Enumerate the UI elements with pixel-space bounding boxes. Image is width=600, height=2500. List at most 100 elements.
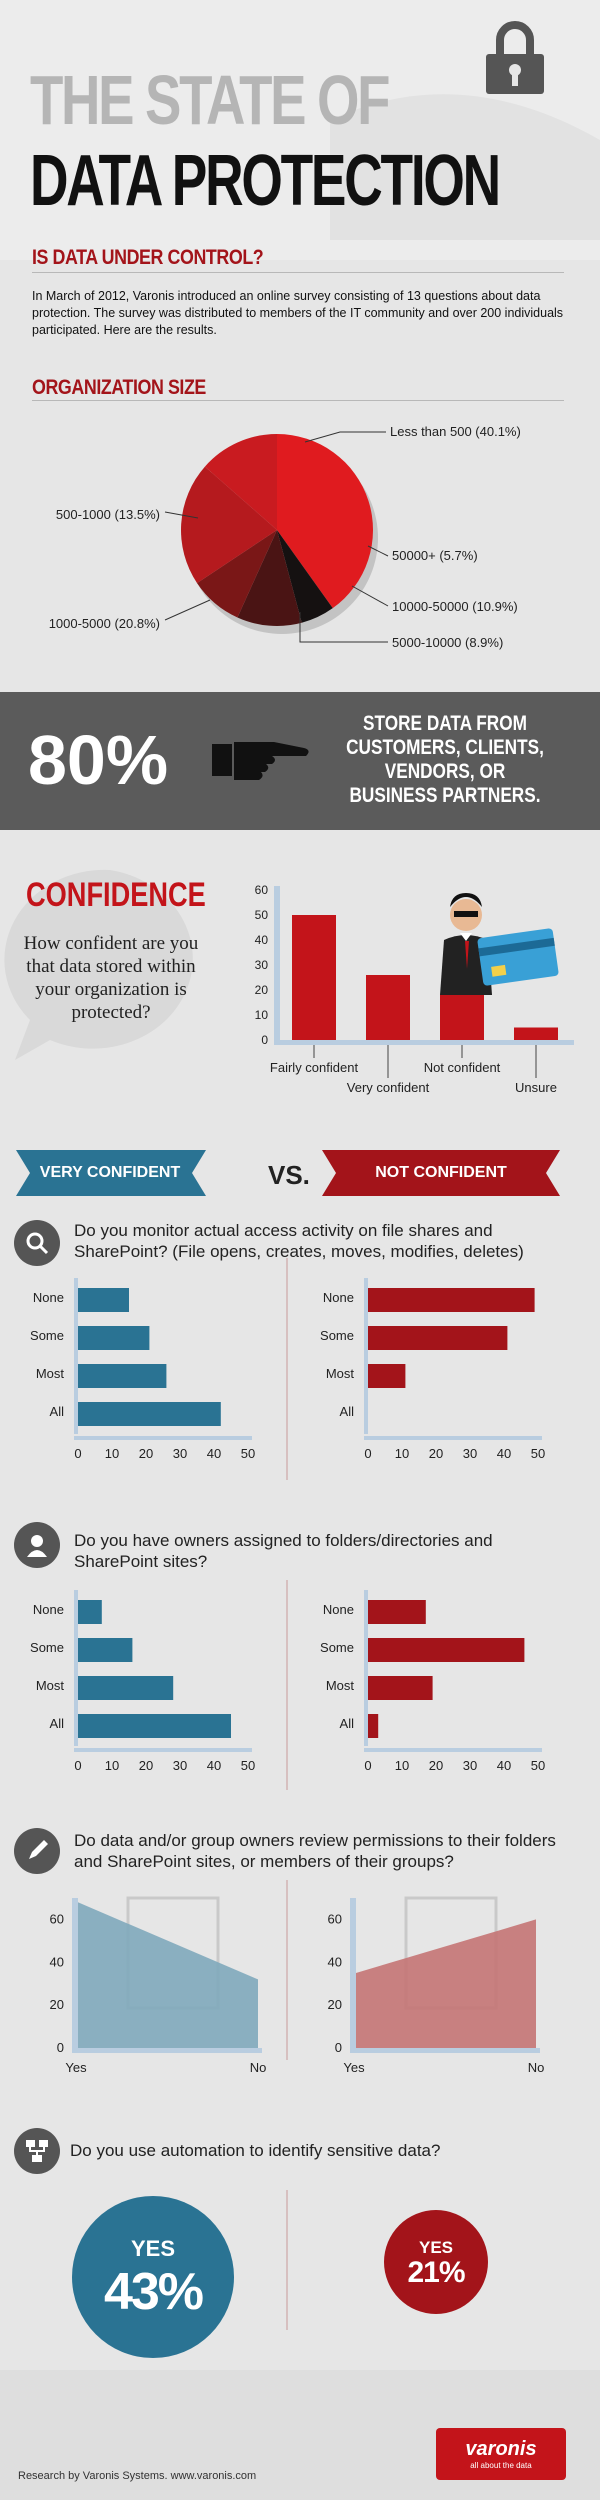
bar-category-label: None bbox=[323, 1290, 354, 1305]
y-tick-label: 30 bbox=[255, 958, 269, 972]
pie-leader-line bbox=[164, 511, 199, 519]
pie-leader-line bbox=[164, 599, 211, 621]
not-confident-ribbon bbox=[322, 1150, 560, 1196]
y-tick-label: 60 bbox=[50, 1911, 64, 1926]
x-category-label: Yes bbox=[343, 2060, 365, 2075]
user-owner-icon bbox=[14, 1522, 60, 1568]
pie-leader-line bbox=[299, 612, 388, 643]
very-confident-yes-circle bbox=[72, 2196, 234, 2358]
horizontal-bar bbox=[368, 1714, 379, 1738]
horizontal-bar bbox=[78, 1364, 167, 1388]
banner-text: STORE DATA FROM CUSTOMERS, CLIENTS, VEND… bbox=[346, 712, 544, 807]
horizontal-bar bbox=[78, 1638, 133, 1662]
x-tick-label: 20 bbox=[429, 1758, 443, 1773]
x-tick-label: 30 bbox=[463, 1446, 477, 1461]
banner-percent: 80% bbox=[28, 721, 169, 799]
y-axis-bar bbox=[74, 1590, 78, 1746]
area-shape bbox=[78, 1902, 258, 2048]
intro-heading: IS DATA UNDER CONTROL? bbox=[32, 246, 264, 269]
confidence-bar bbox=[366, 975, 410, 1040]
x-axis-bar bbox=[364, 1436, 542, 1440]
x-tick-label: 50 bbox=[531, 1446, 545, 1461]
pie-slice bbox=[181, 466, 277, 584]
pie-label: 50000+ (5.7%) bbox=[392, 548, 478, 563]
magnifier-icon bbox=[14, 1220, 60, 1266]
horizontal-bar bbox=[78, 1326, 150, 1350]
confidence-bar bbox=[440, 995, 484, 1040]
monitor-access-charts: None Some Most All 0 10 20 30 40 50 None Some Most Al… bbox=[30, 1278, 545, 1461]
question-review-permissions: Do data and/or group owners review permi… bbox=[74, 1831, 556, 1871]
bar-category-label: Some bbox=[30, 1328, 64, 1343]
businessman-card-icon bbox=[430, 885, 560, 1020]
x-axis-bar bbox=[72, 2048, 262, 2053]
y-tick-label: 20 bbox=[50, 1997, 64, 2012]
y-tick-label: 0 bbox=[335, 2040, 342, 2055]
pie-leader-line bbox=[304, 431, 386, 443]
horizontal-bar bbox=[78, 1600, 102, 1624]
not-confident-yes-label: YES bbox=[418, 2238, 454, 2257]
not-confident-yes-percent: 21% bbox=[407, 2256, 465, 2289]
y-axis-bar bbox=[274, 886, 280, 1040]
bar-category-label: All bbox=[50, 1716, 65, 1731]
x-tick-label: 50 bbox=[531, 1758, 545, 1773]
x-axis-bar bbox=[74, 1436, 252, 1440]
bar-category-label: Most bbox=[36, 1678, 65, 1693]
pie-slice bbox=[277, 530, 333, 623]
bar-category-label: Most bbox=[326, 1366, 355, 1381]
pie-slice bbox=[204, 434, 277, 530]
bar-category-label: All bbox=[340, 1716, 355, 1731]
pie-label: 10000-50000 (10.9%) bbox=[392, 599, 518, 614]
x-tick-label: 40 bbox=[207, 1446, 221, 1461]
y-tick-label: 60 bbox=[328, 1911, 342, 1926]
bar-category-label: None bbox=[33, 1290, 64, 1305]
x-category-label: No bbox=[528, 2060, 545, 2075]
x-tick-label: 0 bbox=[364, 1758, 371, 1773]
x-tick-label: 40 bbox=[207, 1758, 221, 1773]
versus-label: VS. bbox=[268, 1160, 310, 1190]
x-tick-label: 30 bbox=[463, 1758, 477, 1773]
title-line-2: DATA PROTECTION bbox=[30, 141, 501, 221]
pie-slice bbox=[197, 530, 277, 618]
very-confident-label: VERY CONFIDENT bbox=[39, 1164, 181, 1181]
org-size-heading: ORGANIZATION SIZE bbox=[32, 376, 206, 399]
bar-category-label: None bbox=[323, 1602, 354, 1617]
x-tick-label: 10 bbox=[395, 1446, 409, 1461]
question-monitor-access: Do you monitor actual access activity on… bbox=[74, 1221, 524, 1261]
y-tick-label: 0 bbox=[57, 2040, 64, 2055]
x-tick-label: 30 bbox=[173, 1758, 187, 1773]
x-tick-label: 50 bbox=[241, 1758, 255, 1773]
horizontal-bar bbox=[368, 1638, 525, 1662]
horizontal-bar bbox=[78, 1402, 221, 1426]
x-tick-label: 30 bbox=[173, 1446, 187, 1461]
category-label: Not confident bbox=[424, 1060, 501, 1075]
y-tick-label: 20 bbox=[328, 1997, 342, 2012]
intro-text: In March of 2012, Varonis introduced an … bbox=[32, 289, 564, 337]
x-category-label: No bbox=[250, 2060, 267, 2075]
x-tick-label: 10 bbox=[105, 1758, 119, 1773]
horizontal-bar bbox=[78, 1714, 231, 1738]
area-shape bbox=[356, 1919, 536, 2048]
bar-category-label: All bbox=[340, 1404, 355, 1419]
intro-rule bbox=[32, 272, 564, 273]
horizontal-bar bbox=[78, 1676, 174, 1700]
x-axis-bar bbox=[364, 1748, 542, 1752]
y-tick-label: 0 bbox=[261, 1033, 268, 1047]
horizontal-bar bbox=[368, 1326, 508, 1350]
confidence-bar bbox=[292, 915, 336, 1040]
x-tick-label: 0 bbox=[74, 1446, 81, 1461]
owners-assigned-charts: None Some Most All 0 10 20 30 40 50 None Some Most Al… bbox=[30, 1590, 545, 1773]
pie-label: 1000-5000 (20.8%) bbox=[49, 616, 160, 631]
bar-category-label: Most bbox=[36, 1366, 65, 1381]
horizontal-bar bbox=[368, 1600, 426, 1624]
bar-category-label: Most bbox=[326, 1678, 355, 1693]
y-tick-label: 60 bbox=[255, 883, 269, 897]
x-tick-label: 40 bbox=[497, 1758, 511, 1773]
bar-category-label: Some bbox=[30, 1640, 64, 1655]
pie-label: Less than 500 (40.1%) bbox=[390, 424, 521, 439]
very-confident-yes-percent: 43% bbox=[103, 2263, 204, 2321]
padlock-icon bbox=[480, 18, 550, 103]
horizontal-bar bbox=[368, 1676, 433, 1700]
very-confident-yes-label: YES bbox=[130, 2236, 176, 2261]
stat-banner bbox=[0, 692, 600, 830]
pie-leader-line bbox=[351, 585, 389, 607]
